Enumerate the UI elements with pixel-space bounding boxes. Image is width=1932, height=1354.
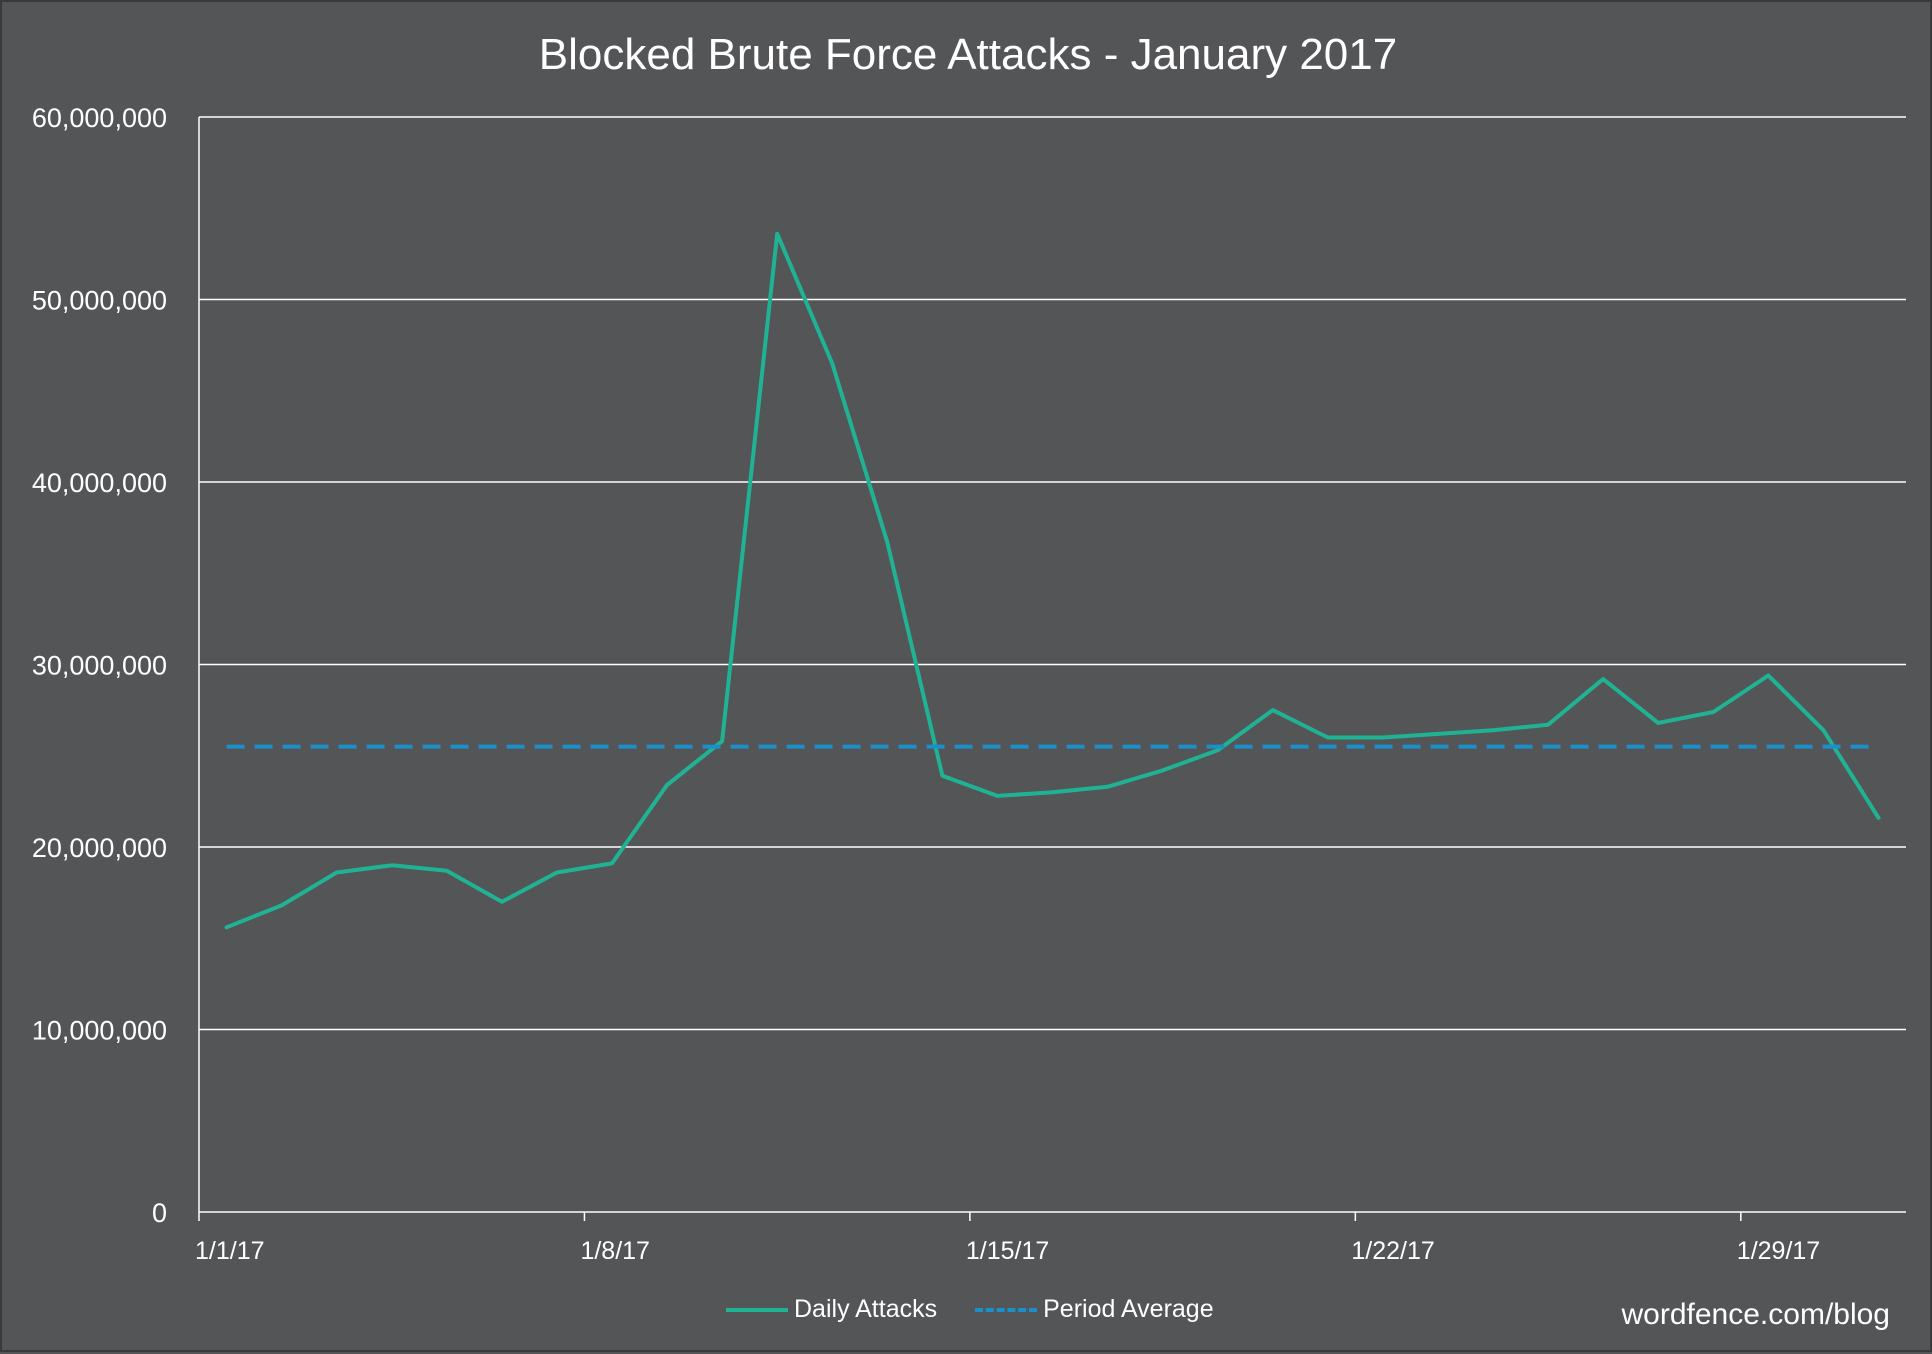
chart-title: Blocked Brute Force Attacks - January 20… [538, 30, 1398, 79]
x-tick-label: 1/8/17 [580, 1237, 650, 1265]
y-tick-label: 20,000,000 [32, 833, 167, 863]
y-tick-label: 40,000,000 [32, 468, 167, 498]
y-tick-label: 0 [152, 1198, 167, 1228]
legend-label-daily-attacks: Daily Attacks [794, 1295, 938, 1323]
x-tick-label: 1/15/17 [966, 1237, 1049, 1265]
source-watermark: wordfence.com/blog [1621, 1298, 1890, 1331]
x-tick-label: 1/22/17 [1351, 1237, 1434, 1265]
y-tick-label: 10,000,000 [32, 1016, 167, 1046]
legend-item-daily-attacks: Daily Attacks [726, 1295, 937, 1324]
series-line-daily-attacks [224, 231, 1881, 930]
y-tick-label: 60,000,000 [32, 103, 167, 133]
x-tick-label: 1/1/17 [195, 1237, 265, 1265]
y-tick-label: 30,000,000 [32, 651, 167, 681]
legend-swatch-period-average [975, 1307, 1038, 1312]
legend-item-period-average: Period Average [975, 1295, 1214, 1324]
legend-label-period-average: Period Average [1043, 1295, 1214, 1323]
x-tick-label: 1/29/17 [1737, 1237, 1820, 1265]
legend-swatch-daily-attacks [726, 1307, 788, 1312]
y-tick-label: 50,000,000 [32, 286, 167, 316]
legend: Daily Attacks Period Average [726, 1295, 1252, 1324]
